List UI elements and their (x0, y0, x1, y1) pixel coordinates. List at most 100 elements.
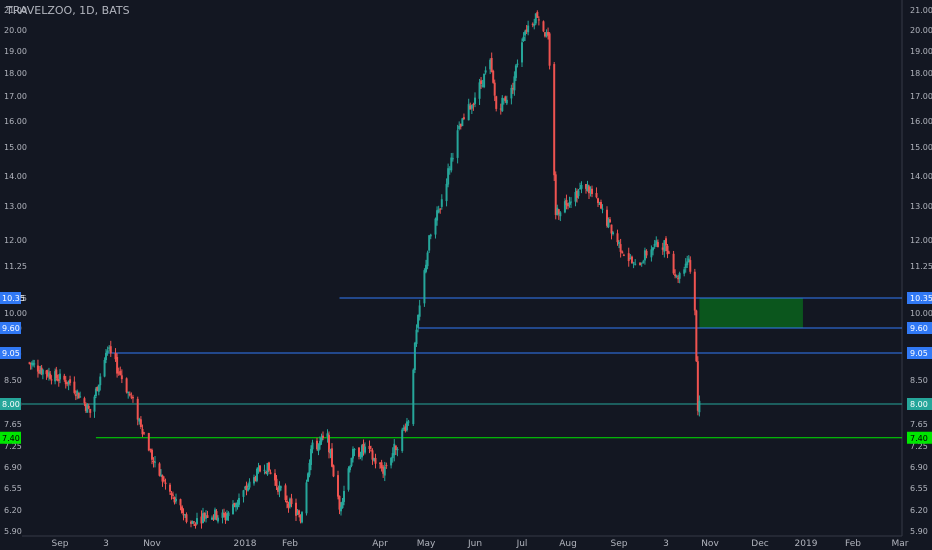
y-tick-label-right: 7.65 (910, 420, 928, 429)
candle-body (289, 498, 291, 507)
candle-body (317, 443, 320, 452)
candle-body (545, 32, 548, 37)
y-tick-label-right: 6.20 (910, 506, 928, 515)
candle-body (612, 232, 614, 235)
x-tick-label: Jun (467, 539, 482, 549)
candle-body (259, 465, 261, 472)
candle-body (495, 96, 498, 109)
candle-body (89, 408, 92, 413)
candle-body (361, 445, 363, 458)
candle-body (205, 516, 207, 519)
y-tick-label-left: 10.00 (4, 309, 27, 318)
candle-body (227, 512, 230, 517)
y-tick-label-right: 15.00 (910, 143, 932, 152)
candle-body (440, 199, 443, 207)
candle-body (311, 442, 314, 450)
candle-body (319, 440, 321, 446)
candle-body (161, 475, 164, 482)
y-tick-label-left: 16.00 (4, 117, 27, 126)
candle-body (474, 97, 476, 104)
candle-body (307, 473, 309, 482)
candle-body (328, 435, 330, 453)
candle-body (128, 393, 131, 396)
candle-body (511, 87, 514, 89)
candle-body (203, 512, 206, 518)
candle-body (131, 397, 134, 399)
candle-body (96, 386, 99, 391)
candle-body (650, 249, 653, 258)
candle-body (38, 371, 41, 373)
candle-body (170, 493, 173, 495)
candle-body (308, 462, 311, 476)
level-tag-right (907, 322, 932, 334)
candle-body (236, 502, 239, 508)
candle-body (265, 472, 267, 474)
candle-body (533, 23, 536, 26)
candle-body (141, 428, 144, 435)
level-tag-left-text: 9.05 (2, 349, 20, 358)
candle-body (370, 450, 372, 452)
candle-body (436, 210, 439, 221)
candle-body (49, 373, 52, 379)
candle-body (36, 365, 39, 372)
candle-body (298, 510, 300, 515)
candle-body (493, 82, 496, 96)
candle-body (510, 87, 513, 99)
candle-body (200, 516, 203, 524)
candle-body (320, 437, 323, 442)
candle-body (184, 514, 186, 516)
candle-body (570, 201, 572, 203)
y-tick-label-right: 21.00 (910, 6, 932, 15)
candle-body (665, 238, 667, 246)
candle-body (373, 458, 375, 461)
y-tick-label-left: 6.55 (4, 484, 22, 493)
candle-body (331, 448, 333, 467)
candle-body (349, 466, 351, 471)
y-tick-label-left: 6.20 (4, 506, 22, 515)
candle-body (576, 190, 578, 198)
y-tick-label-right: 6.90 (910, 463, 928, 472)
candle-body (470, 104, 473, 109)
candle-body (413, 342, 416, 371)
y-tick-label-right: 8.50 (910, 376, 928, 385)
candle-body (139, 419, 142, 428)
candle-body (525, 29, 528, 32)
candle-body (504, 96, 507, 102)
candle-body (695, 310, 698, 362)
level-tag-left-text: 7.40 (2, 434, 20, 443)
candle-body (698, 400, 701, 413)
candle-body (214, 509, 216, 520)
candle-body (607, 219, 610, 228)
candle-body (254, 477, 257, 482)
level-tag-right (907, 431, 932, 444)
candle-body (693, 271, 696, 311)
x-tick-label: Aug (559, 539, 577, 549)
candle-body (643, 250, 646, 261)
candle-body (54, 371, 57, 382)
candle-body (223, 513, 225, 515)
candle-body (256, 468, 258, 481)
candle-body (534, 13, 537, 24)
candle-body (393, 443, 396, 456)
candle-body (639, 262, 642, 266)
candle-body (305, 482, 308, 514)
level-tag-right-text: 10.35 (910, 294, 932, 303)
y-tick-label-left: 18.00 (4, 69, 27, 78)
x-tick-label: Nov (701, 539, 719, 549)
candle-body (653, 243, 656, 247)
candle-body (299, 515, 302, 522)
candle-body (606, 209, 608, 226)
candle-body (138, 418, 141, 422)
candle-body (426, 252, 429, 267)
candle-body (677, 277, 680, 280)
y-tick-label-right: 12.00 (910, 236, 932, 245)
candle-body (585, 184, 587, 189)
candle-body (45, 370, 48, 375)
candle-body (579, 188, 581, 190)
candle-body (263, 469, 266, 471)
candle-body (284, 485, 287, 501)
y-tick-label-right: 10.00 (910, 309, 932, 318)
level-tag-left-text: 8.00 (2, 400, 20, 409)
level-tag-right-text: 9.05 (910, 349, 928, 358)
